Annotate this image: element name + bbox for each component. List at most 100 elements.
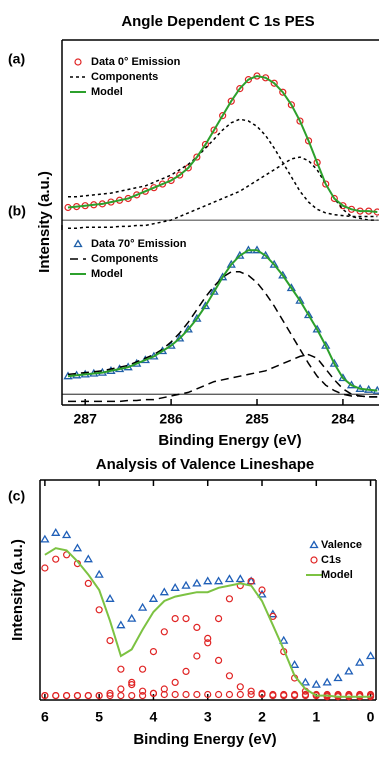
data-point (203, 576, 213, 585)
data-point (236, 690, 244, 699)
data-point (322, 677, 332, 686)
data-point (296, 117, 304, 125)
data-point (160, 685, 168, 693)
data-point (193, 153, 201, 161)
data-point (51, 528, 61, 536)
data-point (355, 657, 365, 666)
x-tick-label: 285 (245, 411, 269, 427)
data-point (204, 690, 212, 699)
data-point (94, 569, 104, 578)
data-point (312, 324, 322, 333)
series-line (68, 353, 378, 403)
data-point (344, 666, 354, 675)
x-tick-label: 6 (41, 709, 49, 725)
data-point (278, 270, 288, 279)
legend-label: Components (91, 253, 158, 265)
data-point (225, 595, 234, 603)
data-point (204, 639, 212, 647)
legend-label: Data 70° Emission (91, 238, 187, 250)
data-point (62, 691, 71, 700)
x-tick-label: 1 (312, 709, 320, 725)
data-point (171, 690, 179, 699)
data-point (365, 651, 376, 660)
data-point (289, 660, 300, 668)
data-point (95, 691, 103, 700)
data-point (95, 606, 103, 614)
data-point (128, 678, 136, 687)
chart-title: Angle Dependent C 1s PES (121, 13, 314, 30)
data-point (304, 137, 313, 145)
data-point (227, 97, 235, 105)
data-point (270, 79, 278, 87)
x-axis-label: Binding Energy (eV) (133, 731, 276, 748)
data-point (214, 690, 223, 699)
data-point (149, 647, 158, 656)
data-point (204, 634, 212, 643)
data-point (287, 101, 295, 109)
data-point (192, 313, 202, 322)
data-point (158, 180, 167, 188)
data-point (181, 580, 191, 589)
panel-label: (a) (8, 51, 25, 67)
data-point (330, 194, 338, 203)
data-point (138, 687, 147, 695)
legend-label: Valence (321, 539, 362, 551)
data-point (150, 184, 158, 192)
legend-marker (74, 58, 82, 66)
series-line (67, 249, 378, 392)
data-point (247, 687, 255, 695)
data-point (300, 677, 311, 686)
data-point (235, 574, 245, 583)
data-point (258, 586, 266, 594)
data-point (159, 587, 169, 596)
data-point (117, 665, 125, 673)
data-point (200, 301, 211, 310)
data-point (171, 678, 179, 687)
x-tick-label: 286 (159, 411, 183, 427)
panel-label: (c) (8, 488, 25, 504)
legend-label: Model (91, 268, 123, 280)
data-point (106, 691, 114, 700)
x-tick-label: 3 (204, 709, 212, 725)
data-point (257, 589, 267, 598)
data-point (138, 665, 147, 673)
x-tick-label: 284 (331, 411, 355, 427)
legend-marker (310, 556, 318, 564)
data-point (214, 614, 223, 623)
data-point (258, 689, 266, 698)
data-point (171, 614, 179, 623)
data-point (41, 691, 49, 700)
data-point (106, 689, 114, 698)
data-point (41, 564, 49, 572)
data-point (269, 691, 277, 700)
data-point (127, 613, 137, 622)
data-point (40, 534, 50, 543)
x-tick-label: 287 (74, 411, 98, 427)
data-point (313, 158, 321, 167)
data-point (128, 680, 136, 689)
data-point (138, 691, 147, 700)
data-point (322, 180, 330, 188)
data-point (149, 689, 158, 698)
x-tick-label: 4 (150, 709, 158, 725)
data-point (73, 691, 82, 700)
series-line (67, 74, 378, 213)
legend-label: Data 0° Emission (91, 56, 181, 68)
data-point (210, 126, 218, 134)
data-point (219, 112, 227, 120)
data-point (225, 672, 234, 680)
legend-label: Model (91, 86, 123, 98)
data-point (321, 340, 331, 349)
data-point (225, 690, 234, 699)
data-point (160, 628, 168, 636)
data-point (218, 272, 228, 281)
data-point (117, 691, 125, 700)
data-point (247, 577, 255, 585)
series-line (68, 118, 378, 218)
legend-label: Model (321, 569, 353, 581)
data-point (236, 683, 244, 691)
data-point (61, 530, 72, 539)
data-point (167, 176, 175, 185)
legend-marker (309, 540, 319, 549)
